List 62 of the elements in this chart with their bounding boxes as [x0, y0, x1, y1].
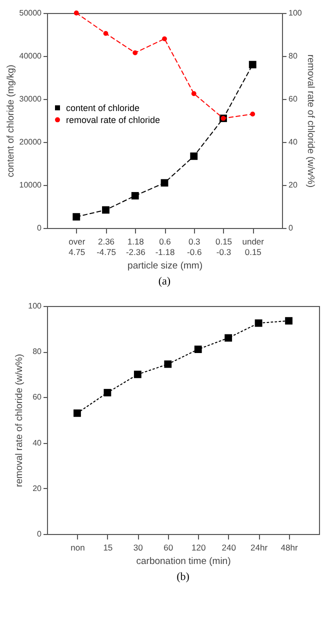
y-tick-label: 80 [32, 347, 42, 356]
x-tick-label: 0.3 -0.6 [187, 236, 202, 257]
x-tick-label: 60 [164, 542, 174, 552]
y-tick-label: 100 [28, 302, 42, 310]
y2-axis-title: removal rate of chloride (w/w%) [304, 54, 316, 188]
x-tick-label: 0.6 -1.18 [155, 236, 175, 257]
x-tick-label: 240 [222, 542, 236, 552]
point [254, 319, 262, 327]
point [190, 152, 198, 160]
y-tick-label: 20 [32, 484, 42, 493]
point [191, 91, 196, 96]
point [285, 317, 292, 325]
y-tick-label: 40000 [19, 52, 42, 60]
point [162, 36, 167, 42]
text: (b) [176, 571, 190, 583]
x-tick-label: 24hr [250, 542, 268, 552]
x-tick-label: 48hr [280, 542, 298, 552]
y-tick-label: 40 [32, 438, 42, 448]
x-tick-label: non [70, 542, 86, 552]
y2-tick-label: 20 [288, 180, 298, 190]
x-tick-label: over 4.75 [68, 236, 86, 257]
y2-tick-label: 0 [288, 224, 294, 232]
point [134, 370, 142, 378]
y2-tick-label: 80 [288, 52, 298, 60]
point [132, 50, 138, 56]
x-tick-label: under 0.15 [242, 236, 264, 257]
y-tick-label: 10000 [19, 180, 42, 190]
y-tick-label: 0 [37, 224, 42, 232]
y-tick-label: 60 [32, 392, 42, 402]
y-tick-label: 0 [37, 530, 42, 538]
y-tick-label: 20000 [19, 138, 42, 146]
point [194, 346, 202, 354]
y2-tick-label: 40 [288, 138, 298, 146]
text: (a) [158, 276, 171, 288]
x-axis-title: carbonation time (min) [136, 556, 231, 567]
legend-label: content of chloride [66, 102, 140, 113]
point [103, 30, 108, 36]
y2-tick-label: 60 [288, 94, 298, 104]
x-axis-title: particle size (mm) [128, 260, 202, 272]
y2-tick-label: 100 [288, 8, 302, 18]
point [164, 360, 172, 368]
point [131, 192, 139, 200]
point [224, 334, 232, 342]
y-axis-title: removal rate of chloride (w/w%) [14, 354, 26, 488]
point [102, 206, 110, 214]
point [104, 388, 112, 396]
y-tick-label: 30000 [19, 94, 42, 104]
x-tick-label: 2.36 -4.75 [96, 236, 116, 257]
point [74, 409, 81, 417]
x-tick-label: 30 [133, 542, 144, 552]
y-tick-label: 50000 [19, 8, 42, 18]
x-tick-label: 15 [103, 542, 113, 552]
x-tick-label: 120 [192, 542, 206, 552]
legend-label: removal rate of chloride [66, 114, 160, 125]
x-tick-label: 0.15 -0.3 [215, 236, 232, 257]
y-axis-title: content of chloride (mg/kg) [5, 64, 16, 178]
point [248, 60, 256, 68]
point [74, 10, 79, 16]
point [160, 179, 168, 187]
point [250, 112, 256, 116]
point [72, 213, 80, 221]
x-tick-label: 1.18 -2.36 [126, 236, 146, 257]
